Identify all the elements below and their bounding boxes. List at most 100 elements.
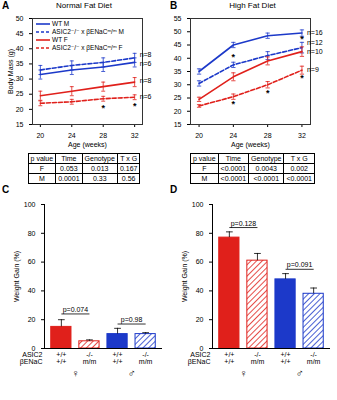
svg-text:*: *	[133, 101, 137, 111]
html-text:p value: p value	[193, 155, 216, 162]
html-text:Genotype: Genotype	[84, 155, 115, 162]
svg-text:40: 40	[16, 45, 24, 52]
svg-text:30: 30	[174, 81, 182, 88]
html-text:ASIC2⁻/⁻ x βENaCᵐ/ᵐ M: ASIC2⁻/⁻ x βENaCᵐ/ᵐ M	[52, 28, 124, 35]
html-text:Genotype: Genotype	[251, 155, 282, 162]
svg-text:n=8: n=8	[140, 51, 152, 58]
svg-text:40: 40	[174, 54, 182, 61]
svg-text:p=0.128: p=0.128	[231, 220, 257, 228]
svg-text:ASIC2βENaC: ASIC2βENaC	[20, 351, 43, 366]
svg-text:ASIC2βENaC: ASIC2βENaC	[188, 351, 211, 366]
svg-text:Body Mass (g): Body Mass (g)	[7, 49, 15, 94]
svg-text:80: 80	[28, 230, 36, 237]
svg-text:-/-m/m: -/-m/m	[139, 351, 153, 365]
html-text:D: D	[170, 184, 178, 195]
svg-text:-/-m/m: -/-m/m	[307, 351, 321, 365]
svg-text:50: 50	[174, 28, 182, 35]
svg-text:*: *	[300, 34, 304, 44]
svg-text:p=0.98: p=0.98	[121, 316, 143, 324]
svg-text:n=12: n=12	[307, 39, 323, 46]
svg-text:+/++/+: +/++/+	[224, 351, 234, 365]
html-text:0.0001: 0.0001	[58, 175, 80, 182]
svg-text:45: 45	[16, 30, 24, 37]
html-text:0.56: 0.56	[121, 175, 136, 182]
html-text:High Fat Diet: High Fat Diet	[229, 1, 276, 10]
html-text:B: B	[170, 0, 178, 11]
svg-text:20: 20	[28, 316, 36, 323]
html-text:M: M	[38, 175, 45, 182]
svg-text:20: 20	[195, 132, 203, 139]
svg-text:*: *	[300, 73, 304, 83]
svg-text:40: 40	[196, 287, 204, 294]
svg-text:20: 20	[36, 132, 44, 139]
svg-text:32: 32	[131, 132, 139, 139]
svg-text:+/++/+: +/++/+	[112, 351, 122, 365]
svg-text:50: 50	[16, 15, 24, 22]
svg-text:25: 25	[16, 90, 24, 97]
svg-text:100: 100	[192, 201, 204, 208]
html-text:0.053: 0.053	[60, 165, 78, 172]
svg-text:15: 15	[16, 121, 24, 128]
svg-text:15: 15	[174, 121, 182, 128]
svg-text:+/++/+: +/++/+	[56, 351, 66, 365]
html-text:A: A	[2, 0, 10, 11]
svg-text:♂: ♂	[295, 367, 303, 379]
svg-text:35: 35	[16, 60, 24, 67]
svg-text:30: 30	[16, 75, 24, 82]
svg-text:*: *	[101, 103, 105, 113]
svg-text:♂: ♂	[127, 367, 135, 379]
html-text:WT M: WT M	[52, 20, 70, 27]
svg-text:20: 20	[174, 107, 182, 114]
svg-text:24: 24	[68, 132, 76, 139]
html-text:Time: Time	[225, 155, 241, 162]
svg-text:24: 24	[229, 132, 237, 139]
svg-text:28: 28	[264, 132, 272, 139]
svg-text:-/-m/m: -/-m/m	[251, 351, 265, 365]
html-text:0.0043: 0.0043	[255, 165, 277, 172]
html-text:ASIC2⁻/⁻ x βENaCᵐ/ᵐ F: ASIC2⁻/⁻ x βENaCᵐ/ᵐ F	[52, 44, 123, 51]
svg-text:n=9: n=9	[307, 66, 319, 73]
svg-text:20: 20	[196, 316, 204, 323]
svg-text:Age (weeks): Age (weeks)	[231, 141, 270, 149]
svg-text:28: 28	[99, 132, 107, 139]
html-text:T x G: T x G	[120, 155, 138, 162]
svg-text:32: 32	[298, 132, 306, 139]
svg-text:n=16: n=16	[307, 29, 323, 36]
svg-text:45: 45	[174, 41, 182, 48]
svg-text:n=6: n=6	[140, 60, 152, 67]
svg-text:*: *	[266, 88, 270, 98]
svg-text:♀: ♀	[71, 367, 79, 379]
html-text:0.167: 0.167	[119, 165, 138, 172]
html-text:p value: p value	[30, 155, 54, 162]
svg-text:20: 20	[16, 106, 24, 113]
svg-text:Weight Gain (%): Weight Gain (%)	[181, 251, 189, 302]
svg-text:40: 40	[28, 287, 36, 294]
svg-text:55: 55	[174, 15, 182, 22]
svg-text:60: 60	[28, 258, 36, 265]
svg-text:n=8: n=8	[140, 77, 152, 84]
svg-text:n=6: n=6	[140, 93, 152, 100]
svg-text:♀: ♀	[239, 367, 247, 379]
html-text:<0.0001: <0.0001	[220, 165, 247, 172]
html-text:T x G: T x G	[290, 155, 308, 162]
svg-text:p=0.091: p=0.091	[287, 261, 313, 269]
html-text:Normal Fat Diet: Normal Fat Diet	[56, 1, 112, 10]
svg-text:Weight Gain (%): Weight Gain (%)	[13, 251, 21, 302]
svg-text:Age (weeks): Age (weeks)	[68, 141, 107, 149]
svg-text:25: 25	[174, 94, 182, 101]
svg-text:n=10: n=10	[307, 48, 323, 55]
html-text:C: C	[2, 184, 10, 195]
svg-text:p=0.074: p=0.074	[63, 306, 89, 314]
svg-text:+/++/+: +/++/+	[280, 351, 290, 365]
html-text:0.33: 0.33	[92, 175, 107, 182]
svg-text:80: 80	[196, 230, 204, 237]
svg-text:*: *	[232, 99, 236, 109]
html-text:0.013: 0.013	[91, 165, 109, 172]
svg-text:100: 100	[24, 201, 36, 208]
html-text:WT F: WT F	[52, 36, 68, 43]
svg-text:60: 60	[196, 258, 204, 265]
svg-text:35: 35	[174, 68, 182, 75]
html-text:Time: Time	[61, 155, 77, 162]
svg-text:-/-m/m: -/-m/m	[83, 351, 97, 365]
svg-text:*: *	[232, 52, 236, 62]
